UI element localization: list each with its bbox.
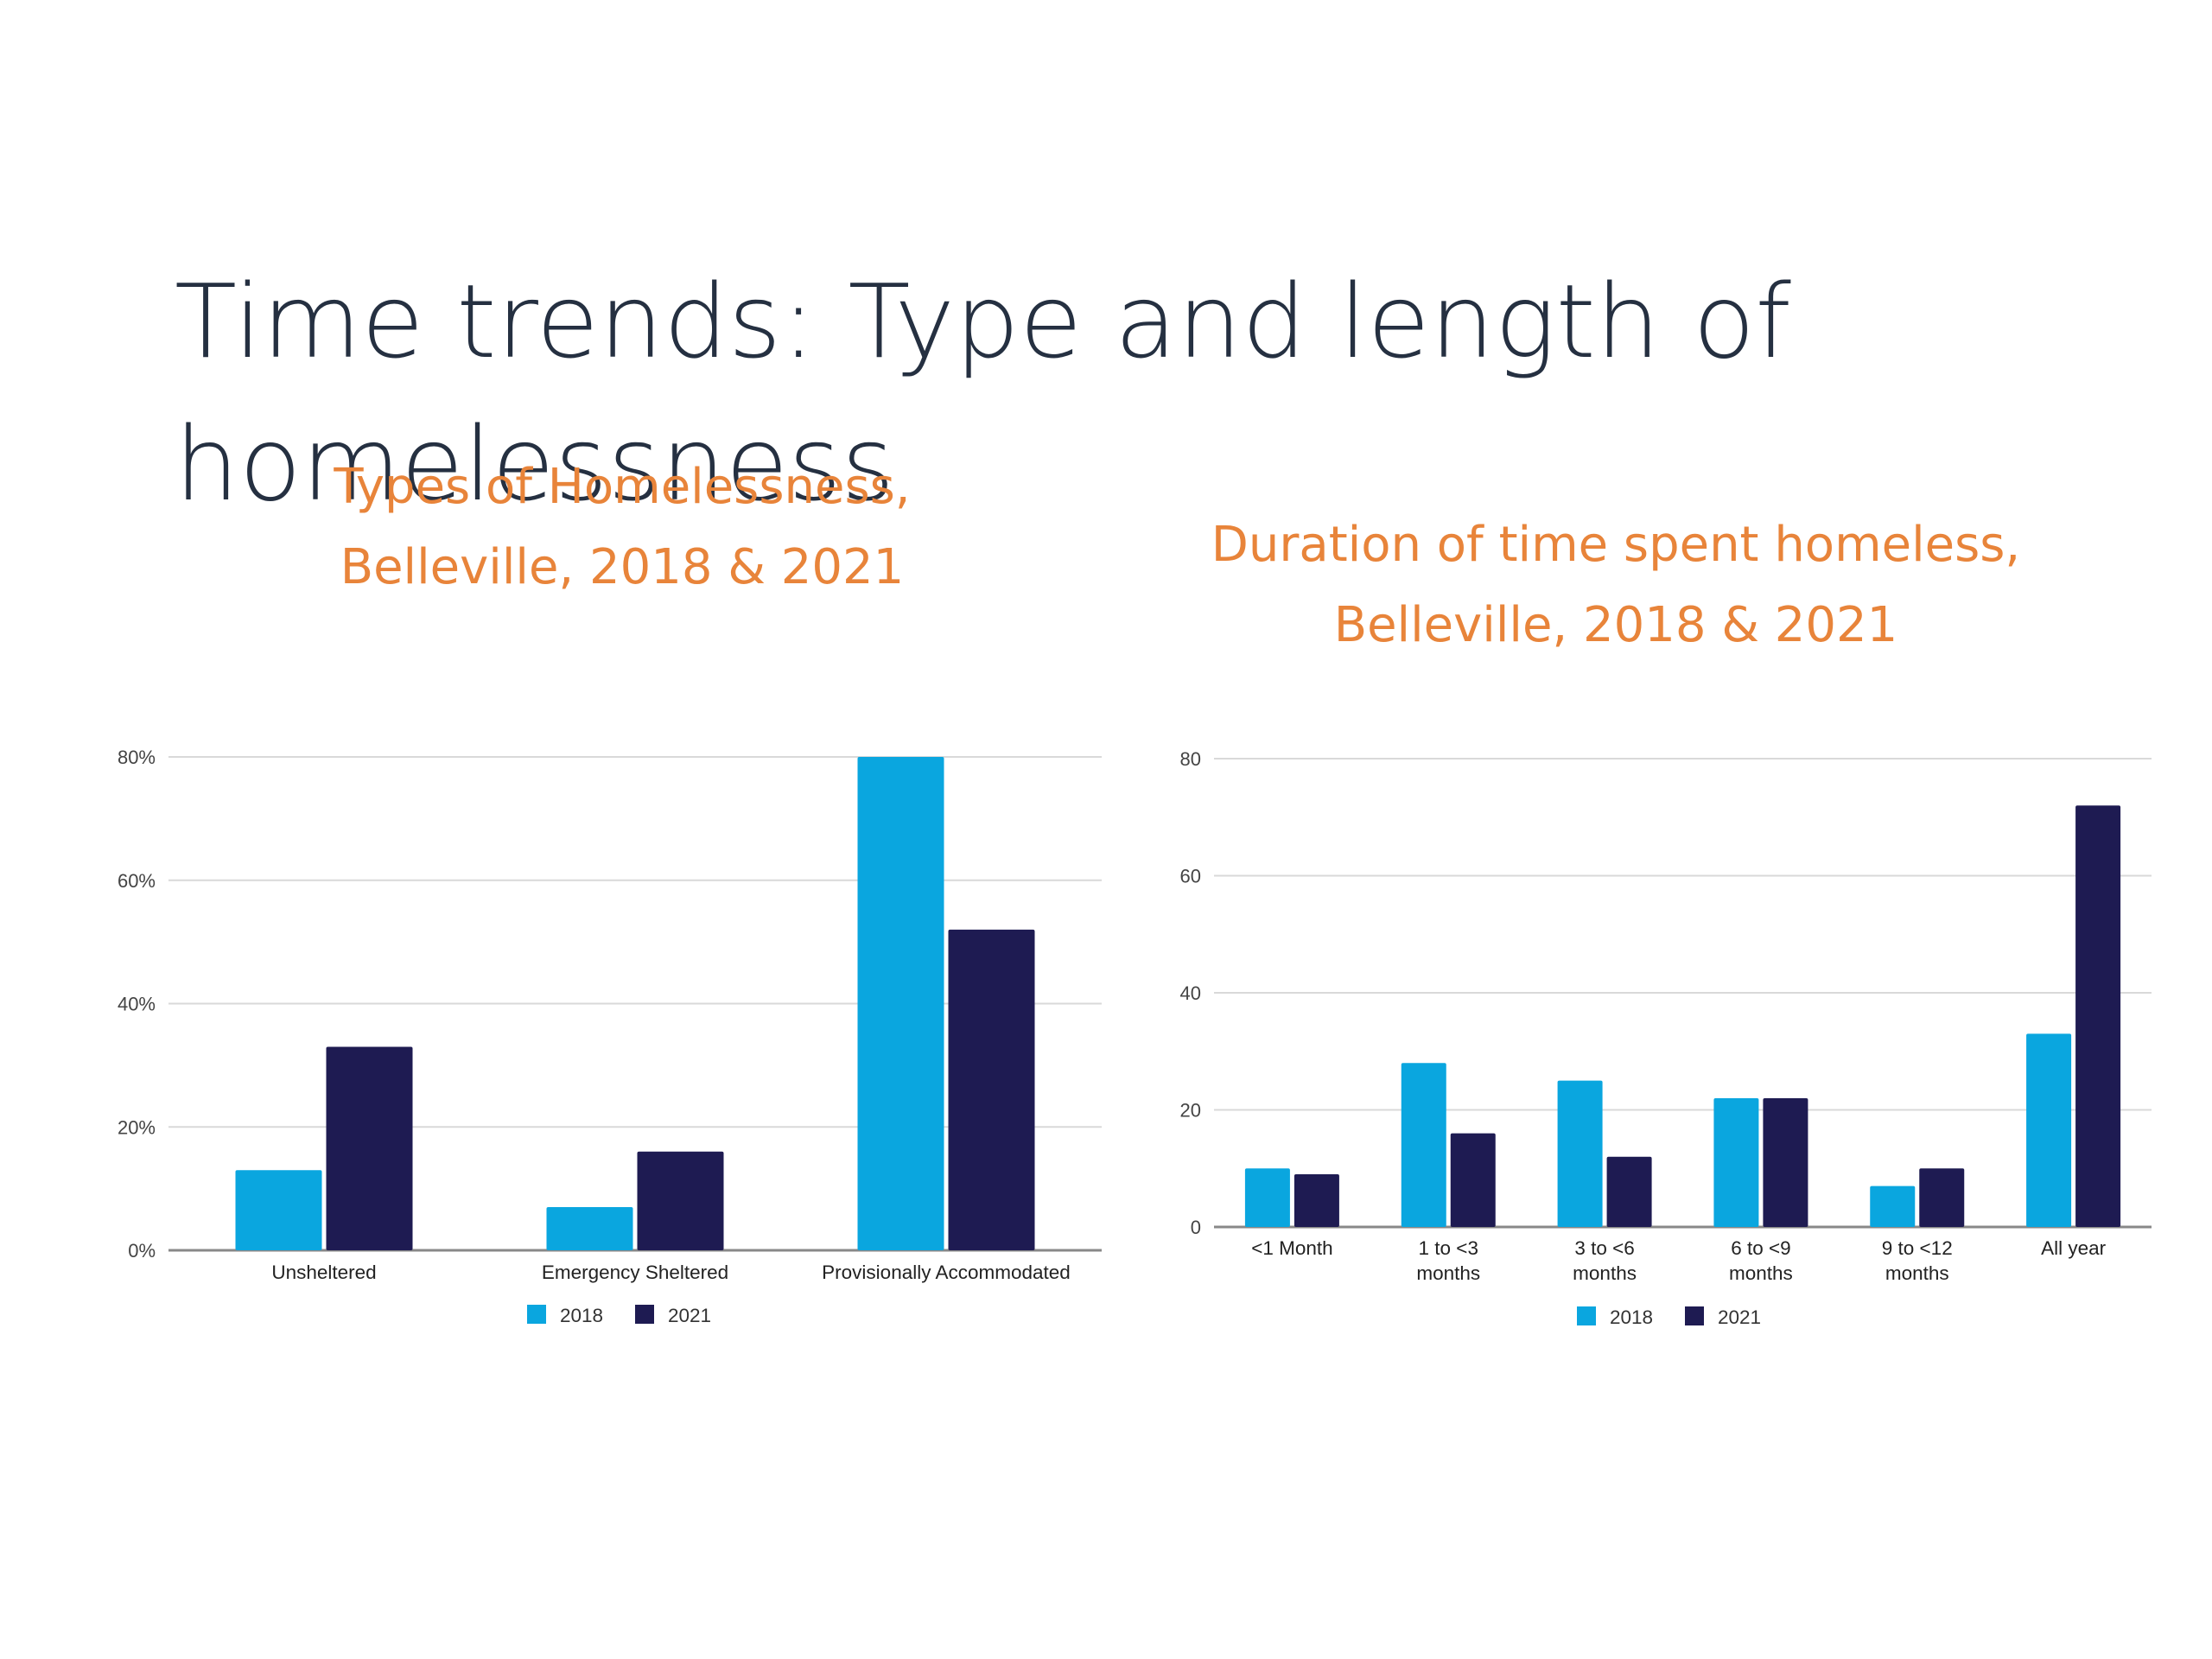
category-label-line: months [1885,1262,1949,1284]
y-tick-label: 60 [1180,866,1201,887]
chart-2-title: Duration of time spent homeless, Bellevi… [1211,517,2021,653]
category-label: 1 to <3 months [1416,1237,1480,1284]
y-tick-label: 40% [118,994,156,1015]
category-label-line: 1 to <3 [1419,1237,1478,1259]
bar-2021 [1606,1156,1652,1227]
bar-2018 [546,1207,633,1250]
chart-1-title: Types of Homelessness, Belleville, 2018 … [334,459,911,595]
bar-2018 [2026,1033,2072,1227]
y-tick-label: 80% [118,747,156,768]
y-tick-label: 20 [1180,1100,1201,1122]
category-label-line: Provisionally Accommodated [822,1262,1071,1283]
category-label: Unsheltered [271,1262,376,1283]
category-label: 3 to <6 months [1573,1237,1637,1284]
category-label-line: 9 to <12 [1882,1237,1953,1259]
legend-label-2021: 2021 [668,1305,711,1326]
bar-2021 [2075,805,2121,1227]
bar-2018 [1713,1097,1759,1227]
category-label-line: 6 to <9 [1731,1237,1790,1259]
category-label: All year [2041,1237,2107,1259]
category-label: 9 to <12 months [1882,1237,1953,1284]
bar-2018 [857,757,944,1250]
category-label: Provisionally Accommodated [822,1262,1071,1283]
bar-2021 [1919,1168,1965,1227]
bar-2018 [1401,1063,1446,1227]
legend-label-2021: 2021 [1718,1306,1761,1328]
y-tick-label: 20% [118,1116,156,1138]
category-label-line: months [1416,1262,1480,1284]
y-tick-label: 40 [1180,982,1201,1004]
category-label-line: <1 Month [1251,1237,1332,1259]
bar-2021 [1763,1097,1808,1227]
category-label-line: All year [2041,1237,2107,1259]
y-tick-label: 0 [1191,1217,1201,1238]
category-label: <1 Month [1251,1237,1332,1259]
bar-2018 [1557,1080,1603,1227]
legend-swatch-2018 [527,1305,546,1324]
category-label: Emergency Sheltered [542,1262,728,1283]
legend-swatch-2021 [635,1305,654,1324]
chart-types-of-homelessness: 0% 20% 40% 60% 80% Unsheltered Emergency Shelt… [118,747,1102,1326]
bar-2018 [1244,1168,1290,1227]
y-tick-label: 0% [128,1240,156,1262]
bar-2021 [1450,1133,1496,1227]
chart-duration-homeless: 0 20 40 60 80 <1 Month 1 to <3 months 3 to <6 mon… [1180,748,2152,1328]
bar-2018 [235,1170,322,1250]
category-label-line: Unsheltered [271,1262,376,1283]
category-label-line: Emergency Sheltered [542,1262,728,1283]
y-tick-label: 60% [118,870,156,892]
legend-label-2018: 2018 [1610,1306,1653,1328]
category-label-line: months [1729,1262,1793,1284]
slide-title: Time trends: Type and length of homeless… [175,262,1791,524]
bar-2021 [948,929,1035,1250]
category-label-line: 3 to <6 [1574,1237,1634,1259]
legend-swatch-2018 [1577,1306,1596,1325]
category-label-line: months [1573,1262,1637,1284]
bar-2021 [326,1046,413,1250]
bar-2021 [637,1151,724,1250]
bar-2018 [1870,1185,1916,1227]
bar-2021 [1294,1174,1339,1227]
category-label: 6 to <9 months [1729,1237,1793,1284]
legend-label-2018: 2018 [560,1305,603,1326]
legend-swatch-2021 [1685,1306,1704,1325]
y-tick-label: 80 [1180,748,1201,770]
